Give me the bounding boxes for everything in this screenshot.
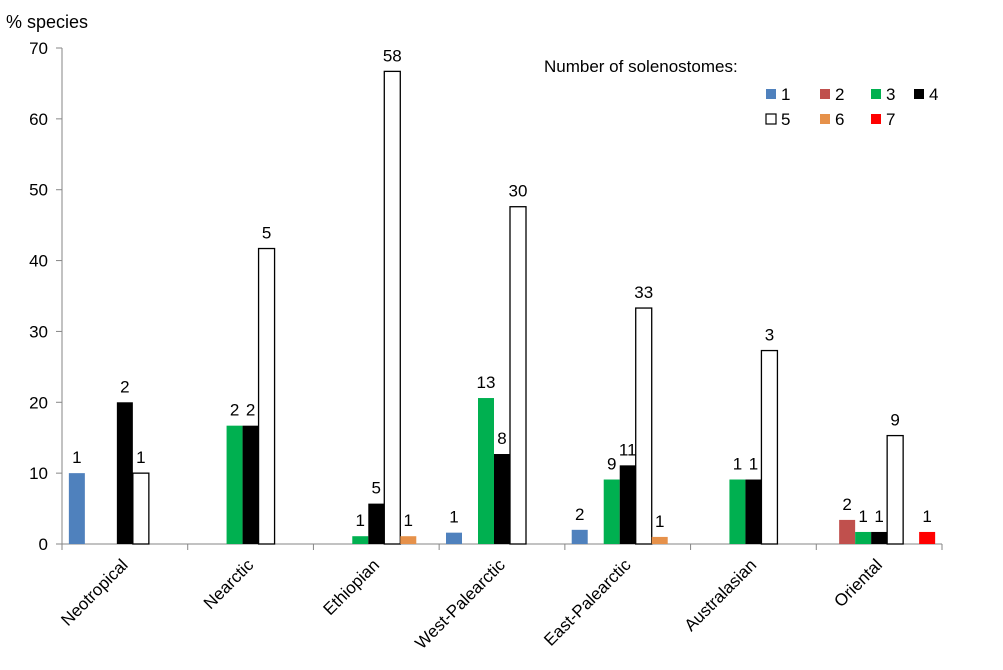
- legend-label: 6: [835, 110, 844, 129]
- legend-label: 3: [886, 85, 895, 104]
- bar: [729, 479, 746, 544]
- bars: [68, 70, 936, 545]
- data-label: 2: [246, 401, 255, 420]
- bar: [509, 206, 527, 545]
- data-label: 1: [922, 507, 931, 526]
- legend-label: 2: [835, 85, 844, 104]
- y-tick-label: 40: [29, 252, 48, 271]
- legend-swatch: [871, 89, 881, 99]
- legend: 1 2 3 4 5 6 7: [765, 85, 938, 129]
- legend-label: 5: [781, 110, 790, 129]
- y-axis-title: % species: [6, 12, 88, 32]
- data-label: 1: [655, 512, 664, 531]
- bar: [855, 531, 872, 544]
- x-tick-label: Australasian: [681, 555, 761, 635]
- data-label: 8: [497, 429, 506, 448]
- bar: [478, 398, 494, 544]
- data-label: 2: [230, 401, 239, 420]
- legend-swatch: [820, 89, 830, 99]
- bar: [839, 519, 856, 544]
- bar: [760, 349, 779, 545]
- bar: [603, 479, 620, 544]
- data-label: 9: [607, 455, 616, 474]
- bar: [619, 465, 636, 544]
- data-label: 1: [749, 455, 758, 474]
- bar: [116, 402, 133, 544]
- data-label: 1: [858, 507, 867, 526]
- bar: [651, 536, 668, 544]
- legend-swatch: [766, 89, 776, 99]
- data-label: 1: [733, 455, 742, 474]
- data-label: 9: [890, 411, 899, 430]
- data-label: 30: [509, 182, 528, 201]
- y-tick-label: 70: [29, 39, 48, 58]
- data-label: 1: [874, 507, 883, 526]
- bar: [132, 472, 150, 545]
- bar: [446, 532, 462, 544]
- data-label: 11: [619, 440, 637, 459]
- data-label: 33: [634, 283, 653, 302]
- data-label: 1: [136, 448, 145, 467]
- bar: [226, 425, 243, 544]
- y-tick-label: 10: [29, 464, 48, 483]
- data-label: 2: [842, 495, 851, 514]
- data-label: 1: [72, 448, 81, 467]
- x-tick-label: West-Palearctic: [411, 555, 509, 653]
- legend-swatch: [914, 89, 924, 99]
- bar: [242, 425, 259, 544]
- y-tick-label: 60: [29, 110, 48, 129]
- legend-swatch: [765, 113, 777, 125]
- data-label: 2: [575, 505, 584, 524]
- x-tick-label: Neotropical: [57, 555, 131, 629]
- data-label: 2: [120, 377, 129, 396]
- y-tick-label: 0: [39, 535, 48, 554]
- bar: [871, 531, 888, 544]
- bar: [886, 434, 904, 545]
- bar: [635, 307, 653, 545]
- x-tick-label: Ethiopian: [320, 555, 384, 619]
- bar: [494, 454, 510, 544]
- legend-swatch: [871, 114, 881, 124]
- bar: [383, 70, 401, 545]
- y-tick-label: 50: [29, 181, 48, 200]
- y-tick-label: 20: [29, 393, 48, 412]
- legend-title: Number of solenostomes:: [544, 57, 738, 76]
- bar: [257, 247, 276, 545]
- data-label: 1: [449, 508, 458, 527]
- bar: [68, 473, 85, 544]
- x-tick-labels: Neotropical Nearctic Ethiopian West-Palearc…: [57, 544, 943, 653]
- legend-label: 7: [886, 110, 895, 129]
- data-label: 58: [383, 46, 402, 65]
- data-label: 1: [356, 511, 365, 530]
- bar: [352, 536, 369, 544]
- legend-label: 4: [929, 85, 938, 104]
- y-tick-labels: 0 10 20 30 40 50 60 70: [29, 39, 62, 554]
- legend-label: 1: [781, 85, 790, 104]
- data-label: 5: [372, 479, 381, 498]
- bar: [571, 529, 588, 544]
- y-tick-label: 30: [29, 322, 48, 341]
- x-tick-label: East-Palearctic: [540, 555, 635, 650]
- bar: [368, 503, 385, 544]
- x-tick-label: Nearctic: [200, 555, 258, 613]
- bar: [400, 536, 417, 544]
- legend-swatch: [820, 114, 830, 124]
- data-label: 3: [765, 326, 774, 345]
- data-label: 5: [262, 224, 271, 243]
- x-tick-label: Oriental: [830, 555, 886, 611]
- bar: [745, 479, 762, 544]
- data-label: 1: [404, 511, 413, 530]
- bar: [919, 531, 936, 544]
- data-label: 13: [477, 373, 496, 392]
